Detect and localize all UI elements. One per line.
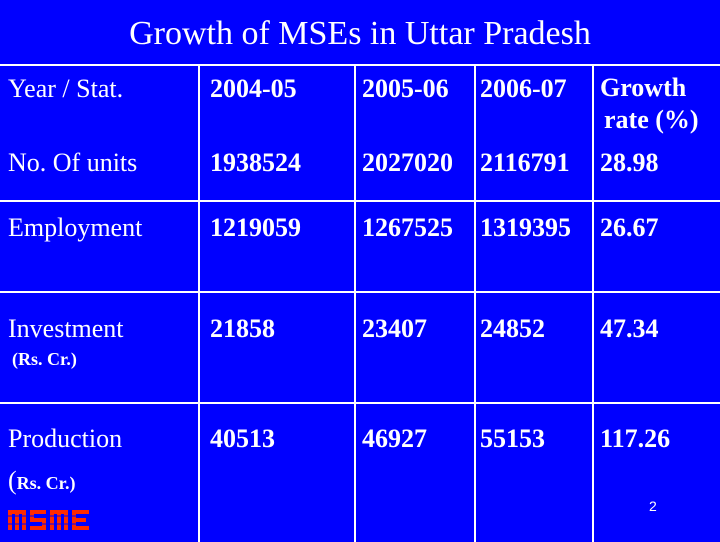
cell-units-2006-07: 2116791 [480, 148, 570, 177]
table-divider [198, 66, 200, 542]
header-year-2005-06: 2005-06 [362, 74, 449, 103]
table-divider [592, 66, 594, 542]
cell-production-growth: 117.26 [600, 424, 671, 453]
row-label-investment: Investment [8, 314, 124, 343]
row-label-production: Production [8, 424, 123, 453]
header-growth-line2: rate (%) [604, 105, 699, 134]
slide-title: Growth of MSEs in Uttar Pradesh [129, 15, 591, 52]
row-sublabel-investment: (Rs. Cr.) [12, 349, 77, 369]
header-growth-rate: Growth rate (%) [600, 72, 699, 136]
cell-investment-2005-06: 23407 [362, 314, 427, 343]
cell-employment-2005-06: 1267525 [362, 213, 453, 242]
table-divider [354, 66, 356, 542]
header-year-2004-05: 2004-05 [210, 74, 297, 103]
row-sublabel-production: (Rs. Cr.) [8, 466, 76, 498]
cell-investment-2006-07: 24852 [480, 314, 545, 343]
table-divider [0, 291, 720, 293]
cell-production-2005-06: 46927 [362, 424, 427, 453]
table-divider [0, 200, 720, 202]
cell-units-growth: 28.98 [600, 148, 659, 177]
cell-employment-2006-07: 1319395 [480, 213, 571, 242]
cell-employment-growth: 26.67 [600, 213, 659, 242]
msme-logo [8, 510, 90, 530]
cell-units-2005-06: 2027020 [362, 148, 453, 177]
page-number: 2 [649, 498, 657, 514]
row-sublabel-production-paren: ( [8, 466, 17, 495]
row-label-employment: Employment [8, 213, 143, 242]
cell-investment-2004-05: 21858 [210, 314, 275, 343]
row-label-units: No. Of units [8, 148, 138, 177]
cell-investment-growth: 47.34 [600, 314, 659, 343]
table-divider [474, 66, 476, 542]
header-label: Year / Stat. [8, 74, 124, 103]
cell-production-2004-05: 40513 [210, 424, 275, 453]
row-sublabel-production-text: Rs. Cr.) [16, 473, 76, 493]
data-table: Year / Stat. 2004-05 2005-06 2006-07 Gro… [0, 64, 720, 542]
cell-production-2006-07: 55153 [480, 424, 545, 453]
header-year-2006-07: 2006-07 [480, 74, 567, 103]
cell-units-2004-05: 1938524 [210, 148, 301, 177]
header-growth-line1: Growth [600, 73, 687, 102]
table-divider [0, 402, 720, 404]
cell-employment-2004-05: 1219059 [210, 213, 301, 242]
